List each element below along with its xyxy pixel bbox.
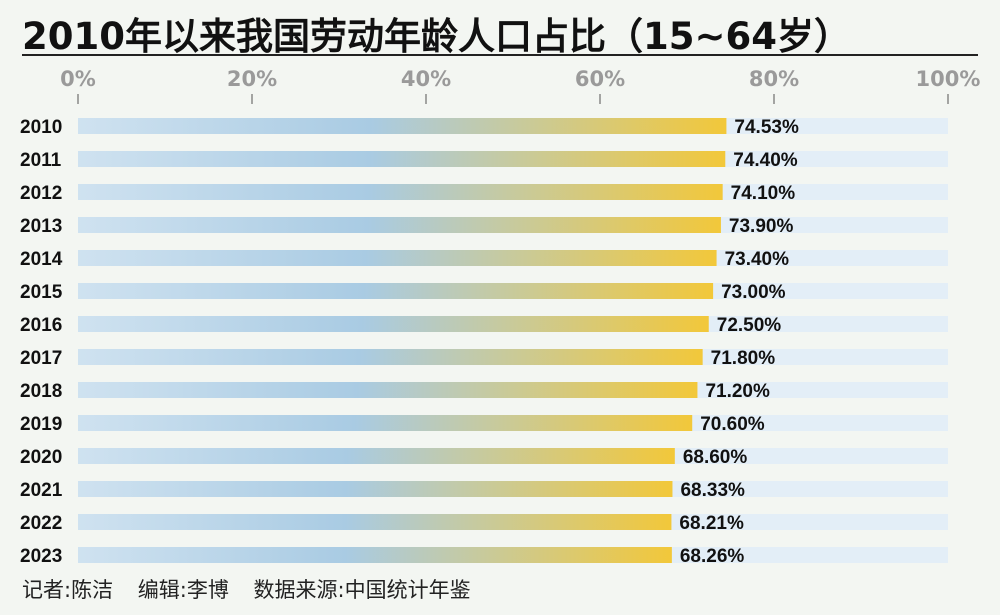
bar <box>78 250 717 266</box>
value-label: 74.40% <box>733 150 798 171</box>
x-axis: 0% 20% 40% 60% 80% 100% <box>60 67 980 104</box>
bar <box>78 217 721 233</box>
value-label: 68.33% <box>680 480 745 501</box>
bar <box>78 118 727 134</box>
value-label: 71.20% <box>705 381 770 402</box>
year-label: 2015 <box>20 282 63 303</box>
value-label: 68.60% <box>683 447 748 468</box>
bar <box>78 481 673 497</box>
x-tick-label: 0% <box>60 67 96 91</box>
bar <box>78 448 675 464</box>
value-label: 73.40% <box>725 249 790 270</box>
value-label: 73.00% <box>721 282 786 303</box>
x-tick-label: 60% <box>575 67 625 91</box>
reporter-credit: 记者:陈洁 <box>22 578 114 602</box>
bar <box>78 184 723 200</box>
value-label: 73.90% <box>729 216 794 237</box>
year-label: 2021 <box>20 480 63 501</box>
value-label: 68.21% <box>679 513 744 534</box>
credits: 记者:陈洁 编辑:李博 数据来源:中国统计年鉴 <box>22 574 489 604</box>
bar <box>78 283 714 299</box>
year-label: 2022 <box>20 513 62 534</box>
value-label: 71.80% <box>711 348 776 369</box>
year-label: 2010 <box>20 117 62 138</box>
value-label: 74.10% <box>731 183 796 204</box>
chart-title: 2010年以来我国劳动年龄人口占比（15~64岁） <box>22 15 851 58</box>
bar <box>78 349 703 365</box>
x-tick-label: 20% <box>227 67 277 91</box>
bar <box>78 151 726 167</box>
year-label: 2016 <box>20 315 62 336</box>
bar <box>78 514 672 530</box>
editor-credit: 编辑:李博 <box>137 578 229 602</box>
x-tick-label: 80% <box>749 67 799 91</box>
x-tick-label: 40% <box>401 67 451 91</box>
value-label: 74.53% <box>734 117 799 138</box>
year-label: 2018 <box>20 381 62 402</box>
year-label: 2023 <box>20 546 62 567</box>
value-label: 72.50% <box>717 315 782 336</box>
year-label: 2017 <box>20 348 62 369</box>
year-label: 2014 <box>20 249 63 270</box>
bar <box>78 316 709 332</box>
year-label: 2012 <box>20 183 62 204</box>
bar <box>78 415 693 431</box>
bars-group: 2010 74.53% 2011 74.40% 2012 74.10% 2013 73.90%… <box>20 117 948 567</box>
title-underline <box>22 54 978 56</box>
value-label: 68.26% <box>680 546 745 567</box>
value-label: 70.60% <box>700 414 765 435</box>
bar <box>78 382 698 398</box>
year-label: 2020 <box>20 447 62 468</box>
bar <box>78 547 672 563</box>
source-credit: 数据来源:中国统计年鉴 <box>253 578 471 602</box>
year-label: 2011 <box>20 150 62 171</box>
year-label: 2013 <box>20 216 62 237</box>
year-label: 2019 <box>20 414 62 435</box>
x-tick-label: 100% <box>916 67 981 91</box>
